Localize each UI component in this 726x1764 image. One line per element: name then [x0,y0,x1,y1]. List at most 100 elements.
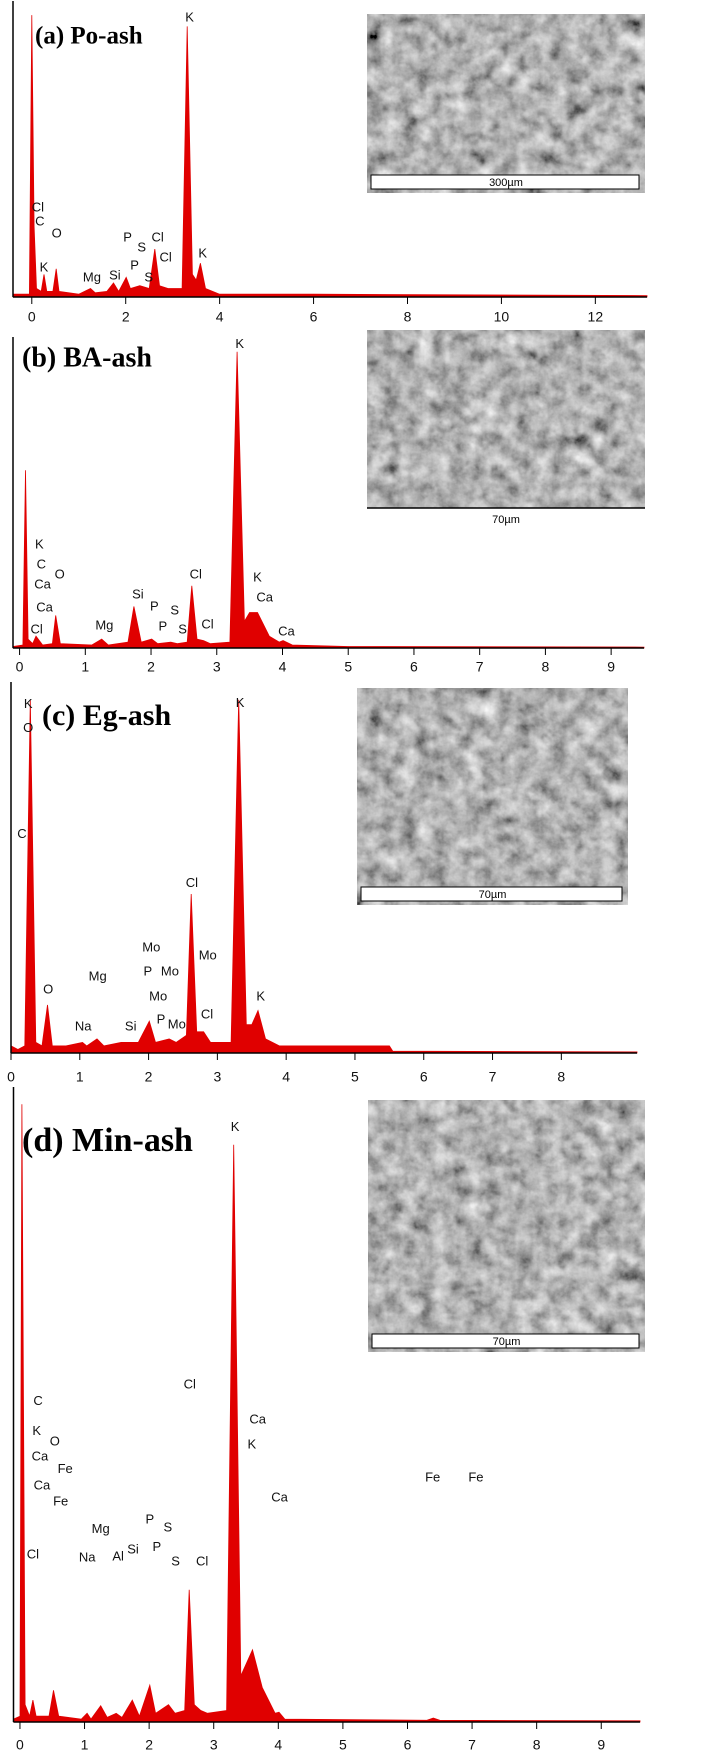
peak-label: Cl [201,616,213,631]
x-tick-label: 0 [7,1069,15,1085]
peak-label: P [150,598,159,613]
sem-image [357,688,628,905]
peak-label: Cl [32,199,44,214]
peak-label: K [247,1436,256,1451]
peak-label: C [37,557,46,572]
sem-image [367,330,645,508]
peak-label: Cl [186,875,198,890]
x-tick-label: 2 [147,659,155,675]
x-tick-label: 0 [28,309,36,325]
peak-label: K [198,246,207,261]
peak-label: S [178,621,187,636]
x-tick-label: 9 [597,1737,605,1753]
peak-label: Cl [159,250,171,265]
x-tick-label: 5 [351,1069,359,1085]
peak-label: Cl [196,1554,208,1569]
peak-label: P [123,230,132,245]
peak-label: P [157,1012,166,1027]
figure: 300µm024681012ClCOKMgSiPSPSClClKK(a) Po-… [0,0,726,1764]
x-tick-label: 1 [76,1069,84,1085]
x-tick-label: 12 [588,309,604,325]
peak-label: Fe [468,1469,483,1484]
peak-label: K [235,336,244,351]
peak-label: Ca [34,1477,51,1492]
peak-label: O [50,1433,60,1448]
peak-label: P [130,257,139,272]
peak-label: C [35,213,44,228]
scale-bar-label: 70µm [479,889,507,901]
peak-label: Si [127,1541,139,1556]
x-tick-label: 6 [420,1069,428,1085]
peak-label: O [55,566,65,581]
x-tick-label: 9 [607,659,615,675]
peak-label: Mo [149,988,167,1003]
peak-label: Cl [201,1006,213,1021]
x-tick-label: 1 [81,659,89,675]
peak-label: Fe [53,1493,68,1508]
peak-label: Na [75,1018,92,1033]
peak-label: K [256,988,265,1003]
peak-label: P [153,1539,162,1554]
peak-label: P [145,1511,154,1526]
peak-label: Ca [34,576,51,591]
panel-title: (a) Po-ash [35,23,143,50]
peak-label: O [43,982,53,997]
peak-label: P [144,964,153,979]
scale-bar-label: 70µm [492,514,520,526]
x-tick-label: 10 [494,309,510,325]
peak-label: K [40,259,49,274]
peak-label: S [171,1554,180,1569]
x-tick-label: 0 [16,659,24,675]
peak-label: S [144,270,153,285]
peak-label: Ca [256,589,273,604]
peak-label: O [23,720,33,735]
x-tick-label: 7 [489,1069,497,1085]
sem-image [368,1100,645,1352]
peak-label: K [253,570,262,585]
x-tick-label: 8 [542,659,550,675]
x-tick-label: 1 [81,1737,89,1753]
x-tick-label: 8 [557,1069,565,1085]
peak-label: Fe [425,1469,440,1484]
peak-label: Ca [249,1412,266,1427]
peak-label: Si [132,586,144,601]
x-tick-label: 3 [213,659,221,675]
x-tick-label: 5 [344,659,352,675]
x-tick-label: 2 [145,1069,153,1085]
panel-title: (b) BA-ash [22,342,152,373]
peak-label: Cl [31,621,43,636]
panel-title: (c) Eg-ash [42,699,171,732]
peak-label: K [231,1119,240,1134]
peak-label: K [185,10,194,25]
peak-label: Mo [142,939,160,954]
peak-label: Mg [89,968,107,983]
peak-label: Mo [168,1017,186,1032]
peak-label: S [170,602,179,617]
peak-label: Al [112,1548,124,1563]
peak-label: Fe [58,1461,73,1476]
x-tick-label: 2 [122,309,130,325]
x-tick-label: 4 [274,1737,282,1753]
x-tick-label: 8 [404,309,412,325]
peak-label: Cl [27,1547,39,1562]
peak-label: K [35,536,44,551]
x-tick-label: 8 [533,1737,541,1753]
peak-label: C [17,826,26,841]
x-tick-label: 3 [213,1069,221,1085]
x-tick-label: 6 [410,659,418,675]
x-tick-label: 4 [279,659,287,675]
peak-label: Mo [161,964,179,979]
scale-bar-label: 300µm [489,177,523,189]
peak-label: Ca [36,599,53,614]
peak-label: S [137,239,146,254]
x-tick-label: 7 [468,1737,476,1753]
x-tick-label: 7 [476,659,484,675]
peak-label: Na [79,1549,96,1564]
x-tick-label: 5 [339,1737,347,1753]
peak-label: K [24,696,33,711]
x-tick-label: 0 [16,1737,24,1753]
scale-bar-label: 70µm [493,1336,521,1348]
peak-label: Si [125,1018,137,1033]
peak-label: Ca [278,623,295,638]
panel-title: (d) Min-ash [22,1122,193,1159]
